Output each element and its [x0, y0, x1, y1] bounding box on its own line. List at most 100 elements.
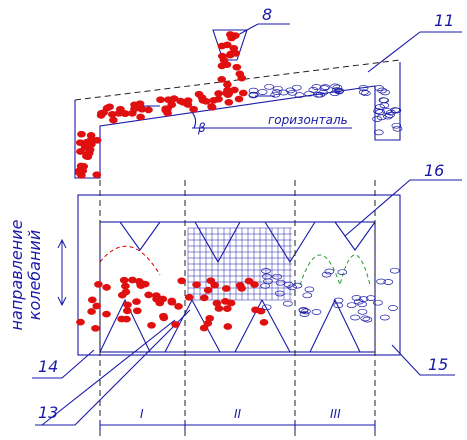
particle: [156, 96, 165, 104]
particle: [337, 269, 348, 276]
particle: [373, 129, 384, 136]
particle: [392, 125, 403, 132]
particle: [159, 312, 168, 320]
particle: [391, 122, 402, 129]
particle: [376, 278, 386, 285]
particle: [248, 87, 259, 94]
callout-label: 16: [424, 161, 444, 180]
particle: [308, 87, 319, 93]
particle: [130, 105, 139, 113]
particle: [238, 89, 248, 97]
particle: [183, 97, 193, 104]
particle: [383, 113, 393, 120]
particle: [259, 319, 269, 326]
leader: [344, 179, 462, 237]
particle: [260, 282, 271, 289]
particle: [318, 89, 328, 96]
particle: [134, 278, 144, 285]
particle: [219, 56, 229, 64]
particle: [360, 315, 371, 322]
particle: [378, 97, 389, 103]
particle: [217, 62, 227, 70]
particle: [302, 292, 313, 299]
particle: [223, 91, 233, 98]
zone-lines: I II III: [99, 180, 376, 438]
particle: [321, 271, 332, 278]
particle: [120, 110, 130, 117]
particle: [366, 295, 376, 301]
particle: [298, 307, 309, 314]
particle: [250, 281, 259, 288]
particle: [282, 300, 293, 307]
particle: [389, 267, 400, 274]
particle: [311, 309, 322, 315]
particle: [107, 110, 117, 118]
particle: [177, 277, 187, 285]
particle: [192, 281, 201, 288]
particle: [383, 279, 394, 285]
tray-outline: [74, 62, 401, 179]
angle-label: β: [197, 121, 206, 135]
particle: [235, 282, 245, 289]
particle: [158, 295, 168, 303]
particle: [224, 98, 234, 106]
particle: [235, 70, 245, 78]
dimension-line: [99, 420, 376, 430]
leader: [32, 349, 95, 379]
particle: [313, 91, 323, 98]
particle: [271, 89, 282, 95]
particle: [222, 41, 232, 49]
particle: [78, 167, 88, 175]
particle: [147, 321, 156, 329]
particle: [214, 95, 223, 103]
particle: [117, 315, 126, 323]
oscillation-arrow: [57, 238, 67, 307]
particle: [223, 323, 233, 330]
particle: [385, 112, 395, 118]
particle: [261, 268, 271, 274]
particle: [299, 311, 310, 317]
leader: [235, 23, 290, 37]
callout-label: 14: [38, 357, 58, 376]
callout-label: 13: [38, 403, 58, 422]
particle: [167, 298, 177, 306]
particle: [94, 281, 103, 288]
particle: [169, 95, 179, 102]
particle: [225, 51, 235, 59]
particle: [221, 298, 230, 305]
particle: [109, 116, 118, 124]
particle: [358, 85, 369, 91]
particle: [76, 318, 85, 326]
particle: [87, 308, 96, 315]
red-trajectory: [99, 245, 161, 276]
frame: [77, 194, 401, 356]
zone-label: I: [140, 407, 144, 421]
particle: [386, 109, 396, 116]
particle: [174, 303, 183, 310]
particle: [232, 63, 242, 71]
particle: [122, 307, 132, 315]
particle: [137, 105, 147, 113]
particle: [333, 302, 344, 309]
particle: [217, 76, 227, 83]
particle: [332, 84, 343, 91]
particle: [92, 136, 102, 144]
particle: [360, 90, 371, 97]
particle: [372, 116, 382, 122]
particle: [373, 299, 383, 306]
particle: [199, 294, 209, 302]
particle: [92, 302, 102, 310]
particle: [184, 293, 194, 301]
lower-sieve: [57, 194, 401, 356]
particle: [357, 308, 368, 315]
particle: [119, 276, 129, 284]
zone-label: II: [234, 407, 242, 421]
leader: [391, 344, 455, 376]
zone-boundaries: [99, 180, 376, 438]
particle: [144, 291, 153, 299]
particle: [304, 286, 315, 293]
callout-label: 15: [428, 355, 448, 374]
particle: [83, 139, 92, 146]
particle: [285, 87, 296, 94]
